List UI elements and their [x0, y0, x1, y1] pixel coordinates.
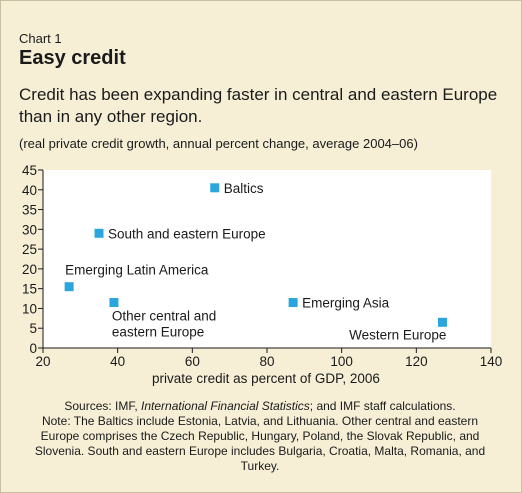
y-tick-label: 45 [22, 163, 37, 178]
x-tick-label: 100 [330, 354, 353, 369]
sources-publication: International Financial Statistics [141, 399, 310, 413]
chart-units-note: (real private credit growth, annual perc… [19, 136, 418, 151]
data-point [210, 183, 220, 193]
point-label: South and eastern Europe [108, 226, 266, 241]
y-tick-label: 30 [22, 222, 37, 237]
data-points [64, 183, 447, 327]
y-tick-label: 5 [29, 321, 37, 336]
sources-note: Sources: IMF, International Financial St… [22, 399, 498, 474]
x-tick-label: 80 [259, 354, 274, 369]
y-tick-label: 15 [22, 282, 37, 297]
chart-label: Chart 1 [19, 31, 62, 46]
chart-title: Easy credit [19, 47, 126, 69]
data-point [437, 317, 447, 327]
x-tick-label: 140 [480, 354, 503, 369]
x-axis-title: private credit as percent of GDP, 2006 [152, 371, 380, 386]
point-labels: Baltics South and eastern Europe Emerging … [65, 181, 446, 342]
x-tick-label: 20 [35, 354, 50, 369]
y-tick-label: 35 [22, 203, 37, 218]
point-label: Other central and eastern Europe [112, 309, 216, 340]
data-point [64, 282, 74, 292]
x-tick-label: 120 [405, 354, 428, 369]
y-tick-label: 20 [22, 262, 37, 277]
sources-definitions: Note: The Baltics include Estonia, Latvi… [34, 414, 486, 473]
plot-area [43, 170, 491, 348]
y-tick-label: 0 [29, 341, 37, 356]
data-point [288, 298, 298, 308]
x-axis: 20 40 60 80 100 120 140 [35, 347, 503, 369]
y-tick-label: 25 [22, 242, 37, 257]
data-point [109, 298, 119, 308]
y-tick-label: 10 [22, 301, 37, 316]
point-label: Emerging Latin America [65, 263, 209, 278]
x-tick-label: 40 [110, 354, 125, 369]
y-axis: 0 5 10 15 20 25 30 35 40 45 [22, 163, 44, 356]
point-label: Western Europe [349, 327, 446, 342]
sources-suffix: ; and IMF staff calculations. [309, 399, 456, 413]
sources-prefix: Sources: IMF, [64, 399, 142, 413]
x-tick-label: 60 [185, 354, 200, 369]
chart-subtitle: Credit has been expanding faster in cent… [19, 85, 498, 126]
data-point [94, 228, 104, 238]
point-label: Emerging Asia [302, 296, 390, 311]
point-label: Baltics [224, 181, 264, 196]
y-tick-label: 40 [22, 183, 37, 198]
